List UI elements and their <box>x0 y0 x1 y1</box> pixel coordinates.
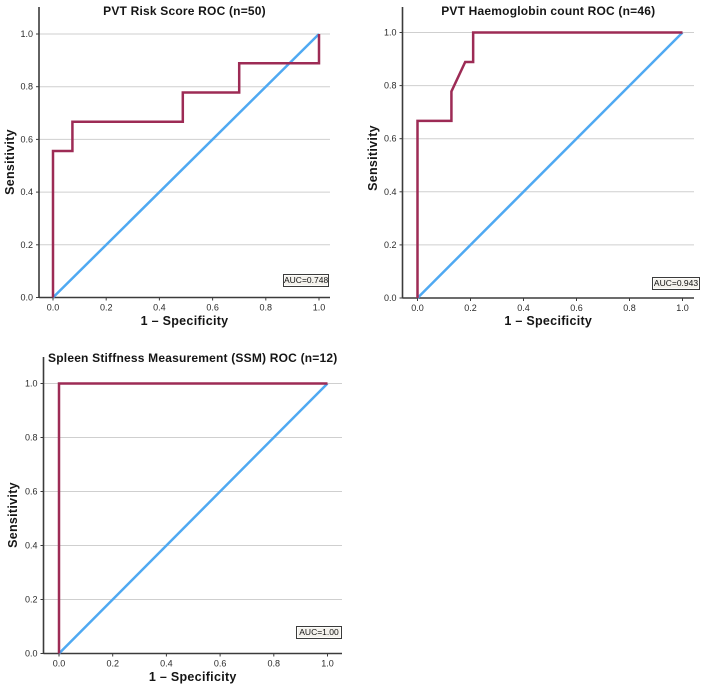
y-tick-label: 0.4 <box>384 187 397 197</box>
x-tick-label: 0.2 <box>106 659 119 669</box>
auc-annotation: AUC=1.00 <box>296 626 342 639</box>
roc-curve <box>57 382 328 654</box>
chart-title: PVT Haemoglobin count ROC (n=46) <box>441 4 656 18</box>
y-tick-label: 0.8 <box>384 81 397 91</box>
y-tick-label: 0.8 <box>20 82 33 92</box>
y-tick-label: 0.2 <box>25 595 38 605</box>
x-tick-label: 0.4 <box>153 303 166 313</box>
y-tick-label: 1.0 <box>20 29 33 39</box>
y-axis-title: Sensitivity <box>3 129 17 195</box>
roc-plot-area: 0.0 0.2 0.4 0.6 0.8 1.0 0.0 0.2 0.4 0.6 0.8 1.0 <box>384 7 694 313</box>
roc-plot-area: 0.0 0.2 0.4 0.6 0.8 1.0 0.0 0.2 0.4 0.6 0.8 1.0 <box>25 357 342 669</box>
y-tick-label: 0.4 <box>20 187 33 197</box>
y-tick-label: 0.2 <box>20 240 33 250</box>
y-tick-label: 1.0 <box>25 379 38 389</box>
y-tick-label: 0.8 <box>25 433 38 443</box>
roc-chart-pvt-haemoglobin-count: 0.0 0.2 0.4 0.6 0.8 1.0 0.0 0.2 0.4 0.6 0.8 1.0 PVT… <box>351 0 702 340</box>
chart-title: Spleen Stiffness Measurement (SSM) ROC (… <box>48 351 338 365</box>
x-tick-label: 0.4 <box>160 659 173 669</box>
x-tick-label: 0.6 <box>570 303 583 313</box>
x-tick-label: 0.8 <box>623 303 636 313</box>
y-tick-label: 0.6 <box>384 134 397 144</box>
chart-title: PVT Risk Score ROC (n=50) <box>103 4 266 18</box>
y-tick-label: 0.0 <box>20 293 33 303</box>
y-tick-label: 0.2 <box>384 240 397 250</box>
y-tick-label: 0.6 <box>20 134 33 144</box>
roc-chart-spleen-stiffness: 0.0 0.2 0.4 0.6 0.8 1.0 0.0 0.2 0.4 0.6 0.8 1.0 Spl… <box>0 345 365 691</box>
y-tick-label: 0.4 <box>25 541 38 551</box>
x-tick-label: 0.4 <box>517 303 530 313</box>
y-axis-title: Sensitivity <box>6 482 20 548</box>
x-tick-label: 0.0 <box>411 303 424 313</box>
x-tick-label: 0.8 <box>268 659 281 669</box>
x-tick-label: 0.6 <box>214 659 227 669</box>
x-tick-label: 1.0 <box>321 659 334 669</box>
x-tick-label: 0.8 <box>260 303 273 313</box>
roc-plot-area: 0.0 0.2 0.4 0.6 0.8 1.0 0.0 0.2 0.4 0.6 0.8 1.0 <box>20 7 330 313</box>
x-axis-title: 1 – Specificity <box>148 670 237 684</box>
auc-annotation: AUC=0.943 <box>652 277 700 290</box>
x-tick-label: 0.0 <box>53 659 66 669</box>
y-axis-title: Sensitivity <box>366 125 380 191</box>
x-tick-label: 0.2 <box>100 303 113 313</box>
reference-line <box>52 33 320 299</box>
x-tick-label: 1.0 <box>313 303 326 313</box>
roc-curve <box>416 31 683 298</box>
x-tick-label: 0.6 <box>206 303 219 313</box>
x-axis-title: 1 – Specificity <box>504 314 593 328</box>
x-tick-label: 0.2 <box>464 303 477 313</box>
y-tick-label: 0.0 <box>25 649 38 659</box>
roc-chart-pvt-risk-score: 0.0 0.2 0.4 0.6 0.8 1.0 0.0 0.2 0.4 0.6 0.8 1.0 PVT… <box>0 0 351 340</box>
auc-annotation: AUC=0.748 <box>283 274 329 287</box>
y-tick-label: 1.0 <box>384 28 397 38</box>
reference-line <box>58 382 329 655</box>
reference-line <box>416 31 684 299</box>
x-tick-label: 0.0 <box>47 303 60 313</box>
roc-curve <box>51 34 321 298</box>
y-tick-label: 0.6 <box>25 487 38 497</box>
x-tick-label: 1.0 <box>676 303 689 313</box>
x-axis-title: 1 – Specificity <box>140 314 229 328</box>
y-tick-label: 0.0 <box>384 293 397 303</box>
